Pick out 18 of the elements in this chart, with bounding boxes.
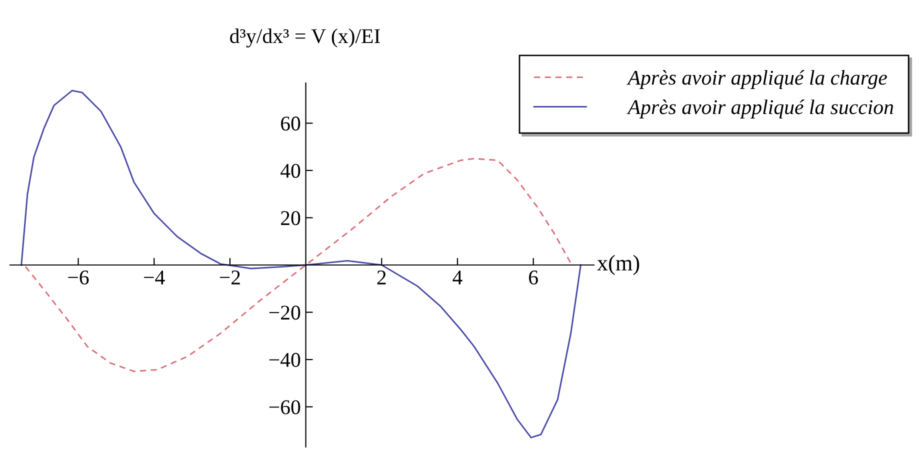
- x-axis-title: x(m): [597, 254, 640, 276]
- y-tick-label: 60: [280, 116, 300, 131]
- x-tick-label: 4: [452, 270, 462, 284]
- chart-title: d³y/dx³ = V (x)/EI: [230, 28, 380, 48]
- y-tick-label: 20: [281, 211, 300, 226]
- x-tick-label: 2: [377, 270, 386, 284]
- y-tick-label: 40: [280, 164, 300, 178]
- legend-label: Après avoir appliqué la charge: [626, 70, 887, 90]
- legend-label: Après avoir appliqué la succion: [626, 100, 894, 118]
- line-series: [20, 90, 582, 438]
- x-tick-label: 6: [529, 270, 538, 285]
- y-tick-label: −40: [269, 352, 300, 367]
- y-tick-label: −60: [269, 400, 300, 414]
- line-series: [24, 158, 572, 372]
- y-tick-label: −20: [269, 306, 300, 320]
- x-tick-label: −4: [144, 270, 165, 284]
- x-tick-label: −6: [68, 270, 89, 285]
- x-tick-label: −2: [220, 270, 240, 284]
